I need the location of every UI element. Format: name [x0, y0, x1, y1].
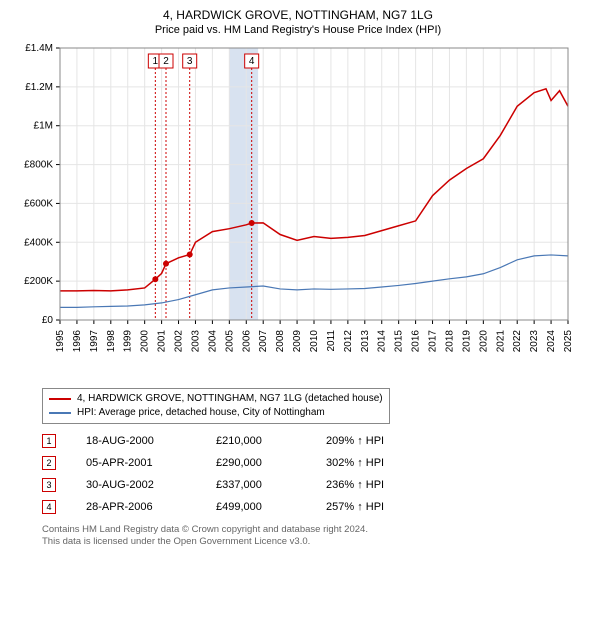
- svg-text:2: 2: [163, 56, 169, 67]
- marker-row: 3 30-AUG-2002£337,000236% ↑ HPI: [42, 474, 584, 496]
- svg-text:£1M: £1M: [34, 121, 53, 132]
- svg-text:2000: 2000: [140, 330, 151, 353]
- svg-text:£800K: £800K: [24, 160, 53, 171]
- svg-text:2020: 2020: [478, 330, 489, 353]
- marker-table: 1 18-AUG-2000£210,000209% ↑ HPI 2 05-APR-20…: [42, 430, 584, 518]
- svg-text:2016: 2016: [411, 330, 422, 353]
- svg-text:2008: 2008: [275, 330, 286, 353]
- legend-item: HPI: Average price, detached house, City…: [49, 406, 383, 420]
- svg-text:2011: 2011: [326, 330, 337, 352]
- marker-date: 30-AUG-2002: [86, 479, 216, 491]
- svg-text:2014: 2014: [377, 330, 388, 353]
- svg-text:4: 4: [249, 56, 255, 67]
- marker-date: 05-APR-2001: [86, 457, 216, 469]
- svg-text:1999: 1999: [123, 330, 134, 353]
- svg-text:2015: 2015: [394, 330, 405, 353]
- legend: 4, HARDWICK GROVE, NOTTINGHAM, NG7 1LG (…: [42, 388, 390, 424]
- svg-text:£1.2M: £1.2M: [25, 82, 53, 93]
- marker-price: £210,000: [216, 435, 326, 447]
- marker-date: 28-APR-2006: [86, 501, 216, 513]
- marker-badge: 1: [42, 434, 56, 448]
- svg-text:1997: 1997: [89, 330, 100, 353]
- marker-row: 2 05-APR-2001£290,000302% ↑ HPI: [42, 452, 584, 474]
- svg-text:£600K: £600K: [24, 198, 53, 209]
- marker-pct: 209% ↑ HPI: [326, 435, 384, 447]
- marker-price: £337,000: [216, 479, 326, 491]
- svg-text:1995: 1995: [55, 330, 66, 353]
- svg-text:2017: 2017: [428, 330, 439, 353]
- svg-text:2025: 2025: [563, 330, 572, 353]
- svg-text:2012: 2012: [343, 330, 354, 353]
- legend-label: 4, HARDWICK GROVE, NOTTINGHAM, NG7 1LG (…: [77, 392, 383, 406]
- legend-swatch: [49, 398, 71, 400]
- svg-text:2002: 2002: [174, 330, 185, 353]
- legend-label: HPI: Average price, detached house, City…: [77, 406, 325, 420]
- footer-line-2: This data is licensed under the Open Gov…: [42, 536, 584, 548]
- svg-text:2009: 2009: [292, 330, 303, 353]
- marker-badge: 4: [42, 500, 56, 514]
- svg-text:2022: 2022: [512, 330, 523, 353]
- svg-text:2007: 2007: [258, 330, 269, 353]
- marker-pct: 236% ↑ HPI: [326, 479, 384, 491]
- marker-price: £290,000: [216, 457, 326, 469]
- svg-text:2023: 2023: [529, 330, 540, 353]
- svg-text:£200K: £200K: [24, 276, 53, 287]
- svg-text:2018: 2018: [444, 330, 455, 353]
- svg-text:2004: 2004: [207, 330, 218, 353]
- marker-badge: 3: [42, 478, 56, 492]
- chart-subtitle: Price paid vs. HM Land Registry's House …: [12, 24, 584, 36]
- svg-text:£400K: £400K: [24, 237, 53, 248]
- svg-text:2010: 2010: [309, 330, 320, 353]
- chart-area: £0 £200K £400K £600K £800K £1M £1.2M £1.4M 1995 1…: [12, 42, 584, 382]
- price-chart: £0 £200K £400K £600K £800K £1M £1.2M £1.4M 1995 1…: [12, 42, 572, 382]
- svg-text:2021: 2021: [495, 330, 506, 353]
- marker-row: 1 18-AUG-2000£210,000209% ↑ HPI: [42, 430, 584, 452]
- svg-text:1: 1: [153, 56, 159, 67]
- svg-text:£0: £0: [42, 315, 54, 326]
- svg-text:2024: 2024: [546, 330, 557, 353]
- marker-pct: 257% ↑ HPI: [326, 501, 384, 513]
- svg-text:2001: 2001: [157, 330, 168, 353]
- footer-attribution: Contains HM Land Registry data © Crown c…: [42, 524, 584, 548]
- svg-text:1998: 1998: [106, 330, 117, 353]
- marker-row: 4 28-APR-2006£499,000257% ↑ HPI: [42, 496, 584, 518]
- svg-text:2019: 2019: [461, 330, 472, 353]
- svg-text:1996: 1996: [72, 330, 83, 353]
- marker-date: 18-AUG-2000: [86, 435, 216, 447]
- footer-line-1: Contains HM Land Registry data © Crown c…: [42, 524, 584, 536]
- svg-text:2005: 2005: [224, 330, 235, 353]
- marker-badge: 2: [42, 456, 56, 470]
- svg-text:2003: 2003: [190, 330, 201, 353]
- svg-text:2013: 2013: [360, 330, 371, 353]
- svg-text:£1.4M: £1.4M: [25, 43, 53, 54]
- marker-price: £499,000: [216, 501, 326, 513]
- svg-text:3: 3: [187, 56, 193, 67]
- chart-title: 4, HARDWICK GROVE, NOTTINGHAM, NG7 1LG: [12, 8, 584, 22]
- legend-item: 4, HARDWICK GROVE, NOTTINGHAM, NG7 1LG (…: [49, 392, 383, 406]
- marker-pct: 302% ↑ HPI: [326, 457, 384, 469]
- svg-text:2006: 2006: [241, 330, 252, 353]
- legend-swatch: [49, 412, 71, 414]
